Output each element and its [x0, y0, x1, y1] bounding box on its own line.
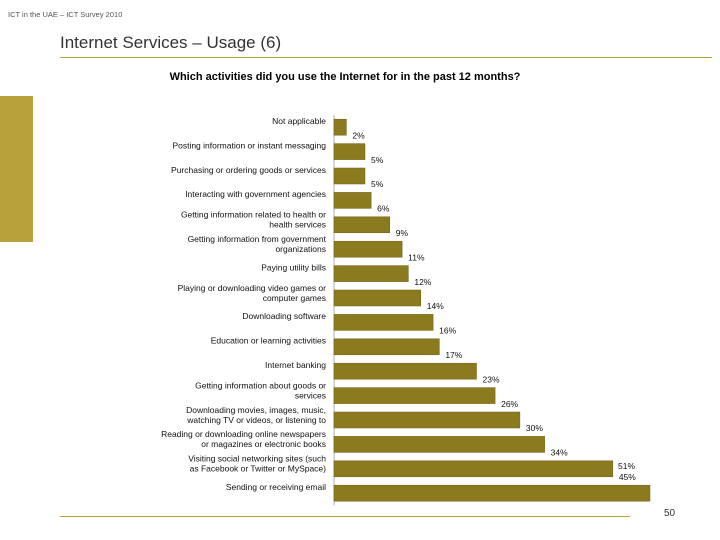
value-label: 12%	[414, 277, 431, 287]
category-label: Purchasing or ordering goods or services	[171, 165, 326, 175]
value-label: 2%	[352, 130, 365, 140]
bar	[333, 362, 477, 380]
category-label: Visiting social networking sites (such as…	[188, 454, 326, 474]
bar	[333, 216, 391, 234]
category-label: Not applicable	[272, 116, 326, 126]
bar	[333, 192, 372, 209]
category-label: Reading or downloading online newspapers…	[161, 429, 326, 449]
bar	[333, 265, 409, 282]
value-label: 45%	[619, 472, 636, 482]
chart-title: Which activities did you use the Interne…	[169, 71, 521, 83]
value-label: 6%	[377, 204, 390, 214]
category-label: Paying utility bills	[261, 262, 326, 272]
value-label: 34%	[551, 448, 568, 458]
bar	[333, 289, 421, 307]
bar	[333, 436, 545, 453]
bar	[333, 314, 434, 331]
category-label: Getting information related to health or…	[181, 210, 326, 230]
slide-title: Internet Services – Usage (6)	[60, 33, 282, 52]
value-label: 9%	[396, 228, 409, 238]
category-label: Downloading software	[242, 311, 326, 321]
bar	[333, 460, 614, 478]
footer-divider	[60, 516, 630, 517]
category-label: Interacting with government agencies	[185, 189, 326, 199]
value-label: 5%	[371, 155, 384, 165]
value-label: 14%	[427, 301, 444, 311]
value-label: 26%	[501, 399, 518, 409]
value-label: 30%	[526, 423, 543, 433]
value-label: 16%	[439, 326, 456, 336]
bar	[333, 411, 521, 429]
bar	[333, 484, 651, 502]
category-label: Sending or receiving email	[226, 482, 326, 492]
page-number: 50	[664, 508, 676, 519]
bar	[333, 118, 347, 136]
category-label: Getting information about goods or servic…	[195, 380, 326, 400]
bar	[333, 143, 366, 160]
bar	[333, 167, 366, 185]
header-label: ICT in the UAE – ICT Survey 2010	[8, 10, 123, 19]
category-label: Playing or downloading video games or com…	[178, 283, 327, 303]
category-label: Downloading movies, images, music, watchi…	[186, 405, 326, 425]
category-label: Internet banking	[265, 360, 326, 370]
title-divider	[60, 57, 712, 58]
value-label: 23%	[483, 374, 500, 384]
category-label: Education or learning activities	[211, 336, 326, 346]
category-label: Getting information from government organ…	[188, 234, 327, 254]
side-accent-block	[0, 96, 33, 242]
bar	[333, 387, 496, 404]
value-label: 51%	[618, 461, 635, 471]
value-label: 17%	[445, 350, 462, 360]
category-label: Posting information or instant messaging	[172, 140, 326, 150]
bar	[333, 240, 403, 258]
value-label: 5%	[371, 179, 384, 189]
value-label: 11%	[408, 252, 425, 262]
bar	[333, 338, 440, 356]
